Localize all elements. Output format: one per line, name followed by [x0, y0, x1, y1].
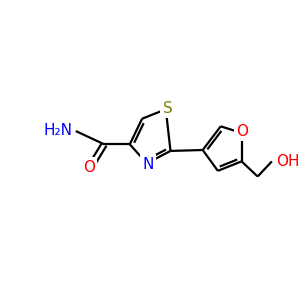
Text: N: N — [142, 157, 154, 172]
Text: H₂N: H₂N — [44, 123, 73, 138]
Text: O: O — [83, 160, 95, 175]
Text: OH: OH — [276, 154, 299, 169]
Text: O: O — [236, 124, 248, 139]
Text: S: S — [163, 101, 172, 116]
